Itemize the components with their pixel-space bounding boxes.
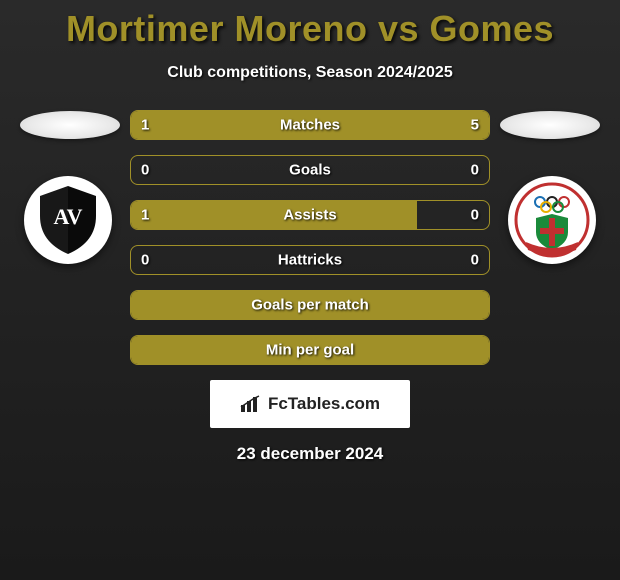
page-title: Mortimer Moreno vs Gomes	[0, 0, 620, 50]
stat-label: Assists	[283, 207, 336, 224]
team-badge-right	[508, 176, 596, 264]
stat-value-right: 0	[471, 252, 479, 269]
crest-icon	[512, 180, 592, 260]
stat-value-right: 0	[471, 162, 479, 179]
stat-value-left: 0	[141, 252, 149, 269]
footer-date: 23 december 2024	[0, 444, 620, 464]
stat-label: Goals	[289, 162, 331, 179]
stat-bar: 0 Goals 0	[130, 155, 490, 185]
stat-bar: 1 Assists 0	[130, 200, 490, 230]
stat-value-left: 1	[141, 207, 149, 224]
stat-value-left: 1	[141, 117, 149, 134]
bar-fill-left	[131, 111, 191, 139]
stat-label: Goals per match	[251, 297, 369, 314]
stat-row: 1 Matches 5	[10, 110, 610, 140]
stat-bar: 1 Matches 5	[130, 110, 490, 140]
badge-initials: AV	[54, 204, 83, 229]
page-subtitle: Club competitions, Season 2024/2025	[0, 64, 620, 82]
stat-bar: 0 Hattricks 0	[130, 245, 490, 275]
brand-label: FcTables.com	[268, 394, 380, 414]
stat-label: Min per goal	[266, 342, 354, 359]
stat-row: Min per goal	[10, 335, 610, 365]
stat-label: Matches	[280, 117, 340, 134]
stat-bar: Goals per match	[130, 290, 490, 320]
team-badge-left: AV	[24, 176, 112, 264]
bar-fill-left	[131, 201, 417, 229]
stat-label: Hattricks	[278, 252, 342, 269]
stat-row: Goals per match	[10, 290, 610, 320]
shield-icon: AV	[28, 180, 108, 260]
stat-value-left: 0	[141, 162, 149, 179]
stat-bar: Min per goal	[130, 335, 490, 365]
stat-value-right: 0	[471, 207, 479, 224]
stat-value-right: 5	[471, 117, 479, 134]
player-ellipse-left	[20, 111, 120, 139]
brand-badge[interactable]: FcTables.com	[210, 380, 410, 428]
chart-icon	[240, 395, 262, 413]
player-ellipse-right	[500, 111, 600, 139]
